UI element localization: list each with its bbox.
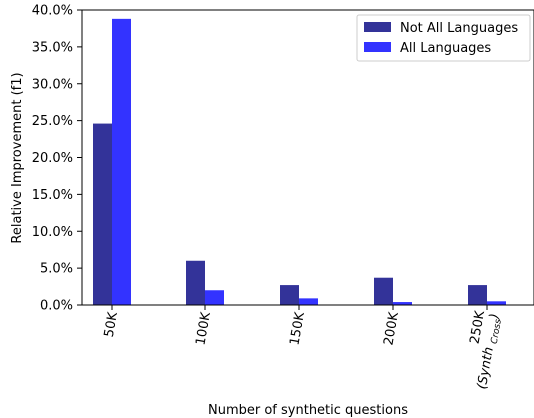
x-tick-sublabel-open: (Synth [475, 342, 498, 391]
legend: Not All Languages All Languages [356, 14, 531, 62]
x-tick-label: 150K [287, 311, 308, 347]
legend-box [356, 14, 531, 62]
legend-label-all-languages: All Languages [400, 41, 491, 56]
y-axis: 0.0% 5.0% 10.0% 15.0% 20.0% 25.0% 30.0% 35.0% 40… [32, 4, 82, 314]
legend-swatch-all-languages [364, 42, 391, 52]
x-tick-label: 200K [381, 311, 402, 347]
x-tick-label-group: 150K [287, 311, 308, 347]
x-tick-label: 250K [467, 309, 488, 345]
y-tick-label: 10.0% [32, 225, 73, 240]
x-tick-sublabel-close: ) [487, 312, 503, 321]
x-tick-label-group: 50K [102, 311, 121, 339]
bar-not-all-languages-50k [93, 123, 112, 305]
x-tick-label-group: 100K [193, 311, 214, 347]
y-tick-label: 0.0% [40, 299, 73, 314]
legend-swatch-not-all-languages [364, 22, 391, 32]
y-axis-label: Relative Improvement (f1) [10, 72, 25, 243]
bar-not-all-languages-200k [374, 277, 393, 305]
y-tick-label: 40.0% [32, 4, 73, 19]
x-axis-label: Number of synthetic questions [208, 403, 408, 418]
bar-all-languages-250k [487, 301, 506, 305]
x-tick-label: 100K [193, 311, 214, 347]
bar-not-all-languages-150k [280, 285, 299, 305]
bar-all-languages-200k [393, 302, 412, 305]
y-tick-label: 25.0% [32, 114, 73, 129]
legend-label-not-all-languages: Not All Languages [400, 21, 518, 36]
y-tick-label: 35.0% [32, 40, 73, 55]
x-tick-label-group: 200K [381, 311, 402, 347]
x-tick-sublabel-subscript: Cross [490, 318, 504, 345]
x-tick-label-group: 250K(Synth Cross) [467, 309, 504, 391]
bars-group [93, 18, 506, 305]
x-axis: 50K 100K 150K 200K 250K(Synth Cross) [102, 305, 504, 391]
bar-all-languages-150k [299, 298, 318, 305]
bar-all-languages-100k [205, 290, 224, 305]
bar-all-languages-50k [112, 18, 131, 305]
y-tick-label: 5.0% [40, 262, 73, 277]
x-tick-label: 50K [102, 311, 121, 339]
bar-not-all-languages-250k [468, 285, 487, 305]
y-tick-label: 20.0% [32, 151, 73, 166]
bar-not-all-languages-100k [186, 260, 205, 305]
y-tick-label: 15.0% [32, 188, 73, 203]
y-tick-label: 30.0% [32, 77, 73, 92]
